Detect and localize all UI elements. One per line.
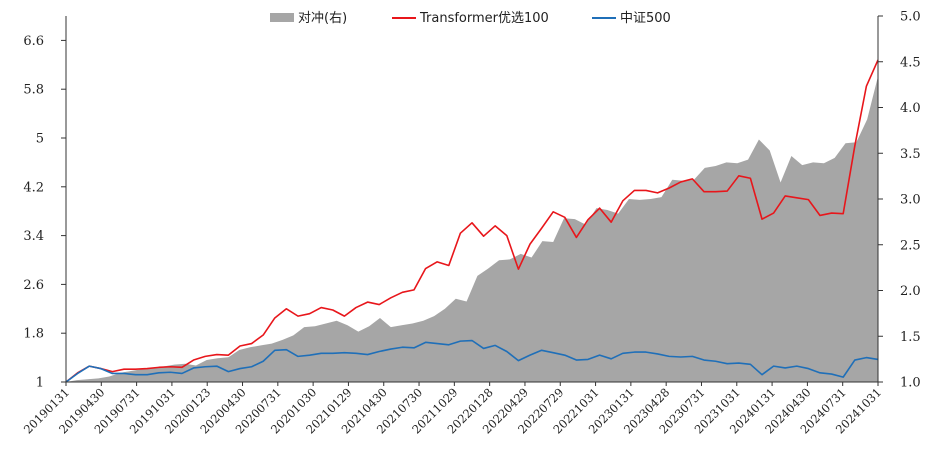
left-axis-tick-label: 2.6 bbox=[23, 278, 44, 293]
right-axis-tick-label: 1.5 bbox=[900, 330, 921, 345]
legend: 对冲(右) Transformer优选100 中证500 bbox=[270, 11, 671, 26]
area-layer bbox=[66, 76, 878, 382]
left-axis-tick-label: 5.8 bbox=[23, 83, 44, 98]
right-axis-tick-label: 3.5 bbox=[900, 147, 921, 162]
right-axis-tick-label: 2.5 bbox=[900, 238, 921, 253]
right-axis-tick-label: 4.5 bbox=[900, 55, 921, 70]
left-axis-tick-label: 4.2 bbox=[23, 180, 44, 195]
legend-label-csi500: 中证500 bbox=[620, 11, 671, 26]
series-line-csi500 bbox=[65, 339, 879, 383]
right-axis-tick-label: 2.0 bbox=[900, 284, 921, 299]
legend-label-hedge: 对冲(右) bbox=[298, 11, 347, 26]
series-line-transformer bbox=[65, 59, 879, 383]
series-area-hedge bbox=[66, 76, 878, 382]
left-axis-tick-label: 3.4 bbox=[23, 229, 44, 244]
legend-swatch-hedge bbox=[270, 13, 294, 22]
left-axis-tick-label: 1 bbox=[36, 376, 44, 391]
right-axis-tick-label: 1.0 bbox=[900, 376, 921, 391]
line-layer bbox=[65, 59, 879, 383]
right-axis-tick-label: 4.0 bbox=[900, 101, 921, 116]
legend-label-transformer: Transformer优选100 bbox=[419, 11, 549, 26]
left-axis-tick-label: 6.6 bbox=[23, 34, 44, 49]
right-axis-tick-label: 5.0 bbox=[900, 10, 921, 25]
left-axis-tick-label: 1.8 bbox=[23, 327, 44, 342]
left-axis-tick-label: 5 bbox=[36, 132, 44, 147]
right-axis-tick-label: 3.0 bbox=[900, 193, 921, 208]
